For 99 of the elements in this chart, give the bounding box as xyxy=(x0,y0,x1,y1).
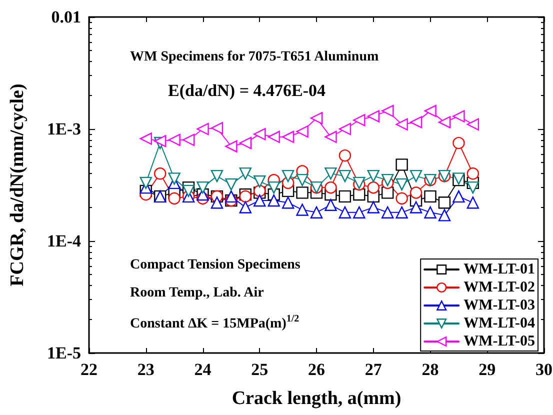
point xyxy=(424,104,436,118)
point xyxy=(168,172,180,185)
point xyxy=(268,194,280,207)
point xyxy=(210,122,224,134)
point xyxy=(353,188,366,201)
point xyxy=(296,186,308,199)
point xyxy=(310,112,323,124)
x-tick-label: 22 xyxy=(80,360,98,379)
point xyxy=(310,206,323,219)
point xyxy=(410,186,422,199)
point xyxy=(353,206,366,219)
point xyxy=(268,181,280,194)
point xyxy=(381,104,394,118)
legend-label: WM-LT-05 xyxy=(464,334,535,350)
legend-label: WM-LT-03 xyxy=(464,298,535,314)
point xyxy=(338,170,352,182)
point xyxy=(225,178,238,191)
point xyxy=(338,190,352,203)
point xyxy=(338,206,352,219)
point xyxy=(338,122,352,136)
point xyxy=(367,110,380,122)
point xyxy=(452,190,465,203)
x-tick-label: 30 xyxy=(536,360,552,379)
point xyxy=(367,181,380,194)
point xyxy=(353,114,366,126)
point xyxy=(367,170,380,182)
point xyxy=(196,181,209,194)
annotation: Room Temp., Lab. Air xyxy=(130,286,264,300)
x-axis-title: Crack length, a(mm) xyxy=(232,388,402,409)
x-tick-label: 27 xyxy=(364,360,382,379)
point xyxy=(396,158,408,171)
legend-label: WM-LT-01 xyxy=(464,262,535,278)
x-tick-label: 29 xyxy=(478,360,496,379)
point xyxy=(140,176,152,190)
point xyxy=(338,149,352,162)
point xyxy=(466,118,480,130)
point xyxy=(438,196,451,209)
point xyxy=(438,116,451,128)
point xyxy=(324,198,337,212)
x-tick-label: 24 xyxy=(194,360,212,379)
point xyxy=(367,201,380,214)
point xyxy=(254,194,266,207)
point xyxy=(296,174,308,186)
point xyxy=(452,136,465,150)
annotation: E(da/dN) = 4.476E-04 xyxy=(168,81,326,100)
annotation: WM Specimens for 7075-T651 Aluminum xyxy=(130,50,379,64)
point xyxy=(196,122,209,136)
y-axis-title: FCGR, da/dN(mm/cycle) xyxy=(7,84,28,286)
legend-label: WM-LT-04 xyxy=(464,316,536,332)
point xyxy=(168,192,180,205)
point xyxy=(210,170,224,182)
x-tick-label: 25 xyxy=(251,360,268,379)
point xyxy=(239,136,252,150)
point xyxy=(182,134,195,146)
point xyxy=(410,116,422,128)
point xyxy=(396,178,408,191)
y-tick-label: 1E-4 xyxy=(47,232,82,250)
point xyxy=(410,170,422,182)
point xyxy=(396,192,408,205)
annotation: Compact Tension Specimens xyxy=(130,258,301,272)
point xyxy=(225,190,238,203)
point xyxy=(239,167,252,180)
point xyxy=(424,190,436,203)
point xyxy=(324,181,337,194)
point xyxy=(452,110,465,122)
point xyxy=(381,174,394,186)
point xyxy=(424,206,436,219)
point xyxy=(282,196,294,209)
point xyxy=(254,175,266,188)
point xyxy=(282,170,294,182)
point xyxy=(396,206,408,219)
point xyxy=(268,130,280,144)
y-tick-label: 1E-5 xyxy=(47,344,81,362)
point xyxy=(324,167,337,180)
point xyxy=(168,134,180,146)
point xyxy=(182,184,195,198)
x-tick-label: 26 xyxy=(308,360,325,379)
point xyxy=(466,167,480,180)
point xyxy=(282,130,294,144)
x-tick-label: 23 xyxy=(137,360,154,379)
point xyxy=(225,140,238,152)
point xyxy=(140,132,152,145)
point xyxy=(324,130,337,144)
point xyxy=(466,196,480,209)
legend-label: WM-LT-02 xyxy=(464,280,535,296)
point xyxy=(296,204,308,216)
point xyxy=(466,181,480,194)
point xyxy=(296,125,308,138)
point xyxy=(210,196,224,209)
point xyxy=(239,201,252,214)
y-tick-label: 1E-3 xyxy=(47,120,81,138)
point xyxy=(381,206,394,219)
point xyxy=(410,201,422,214)
y-tick-label: 0.01 xyxy=(51,8,81,26)
x-tick-label: 28 xyxy=(422,360,439,379)
point xyxy=(396,118,408,130)
point xyxy=(254,128,266,140)
point xyxy=(438,209,451,222)
point xyxy=(154,167,166,180)
